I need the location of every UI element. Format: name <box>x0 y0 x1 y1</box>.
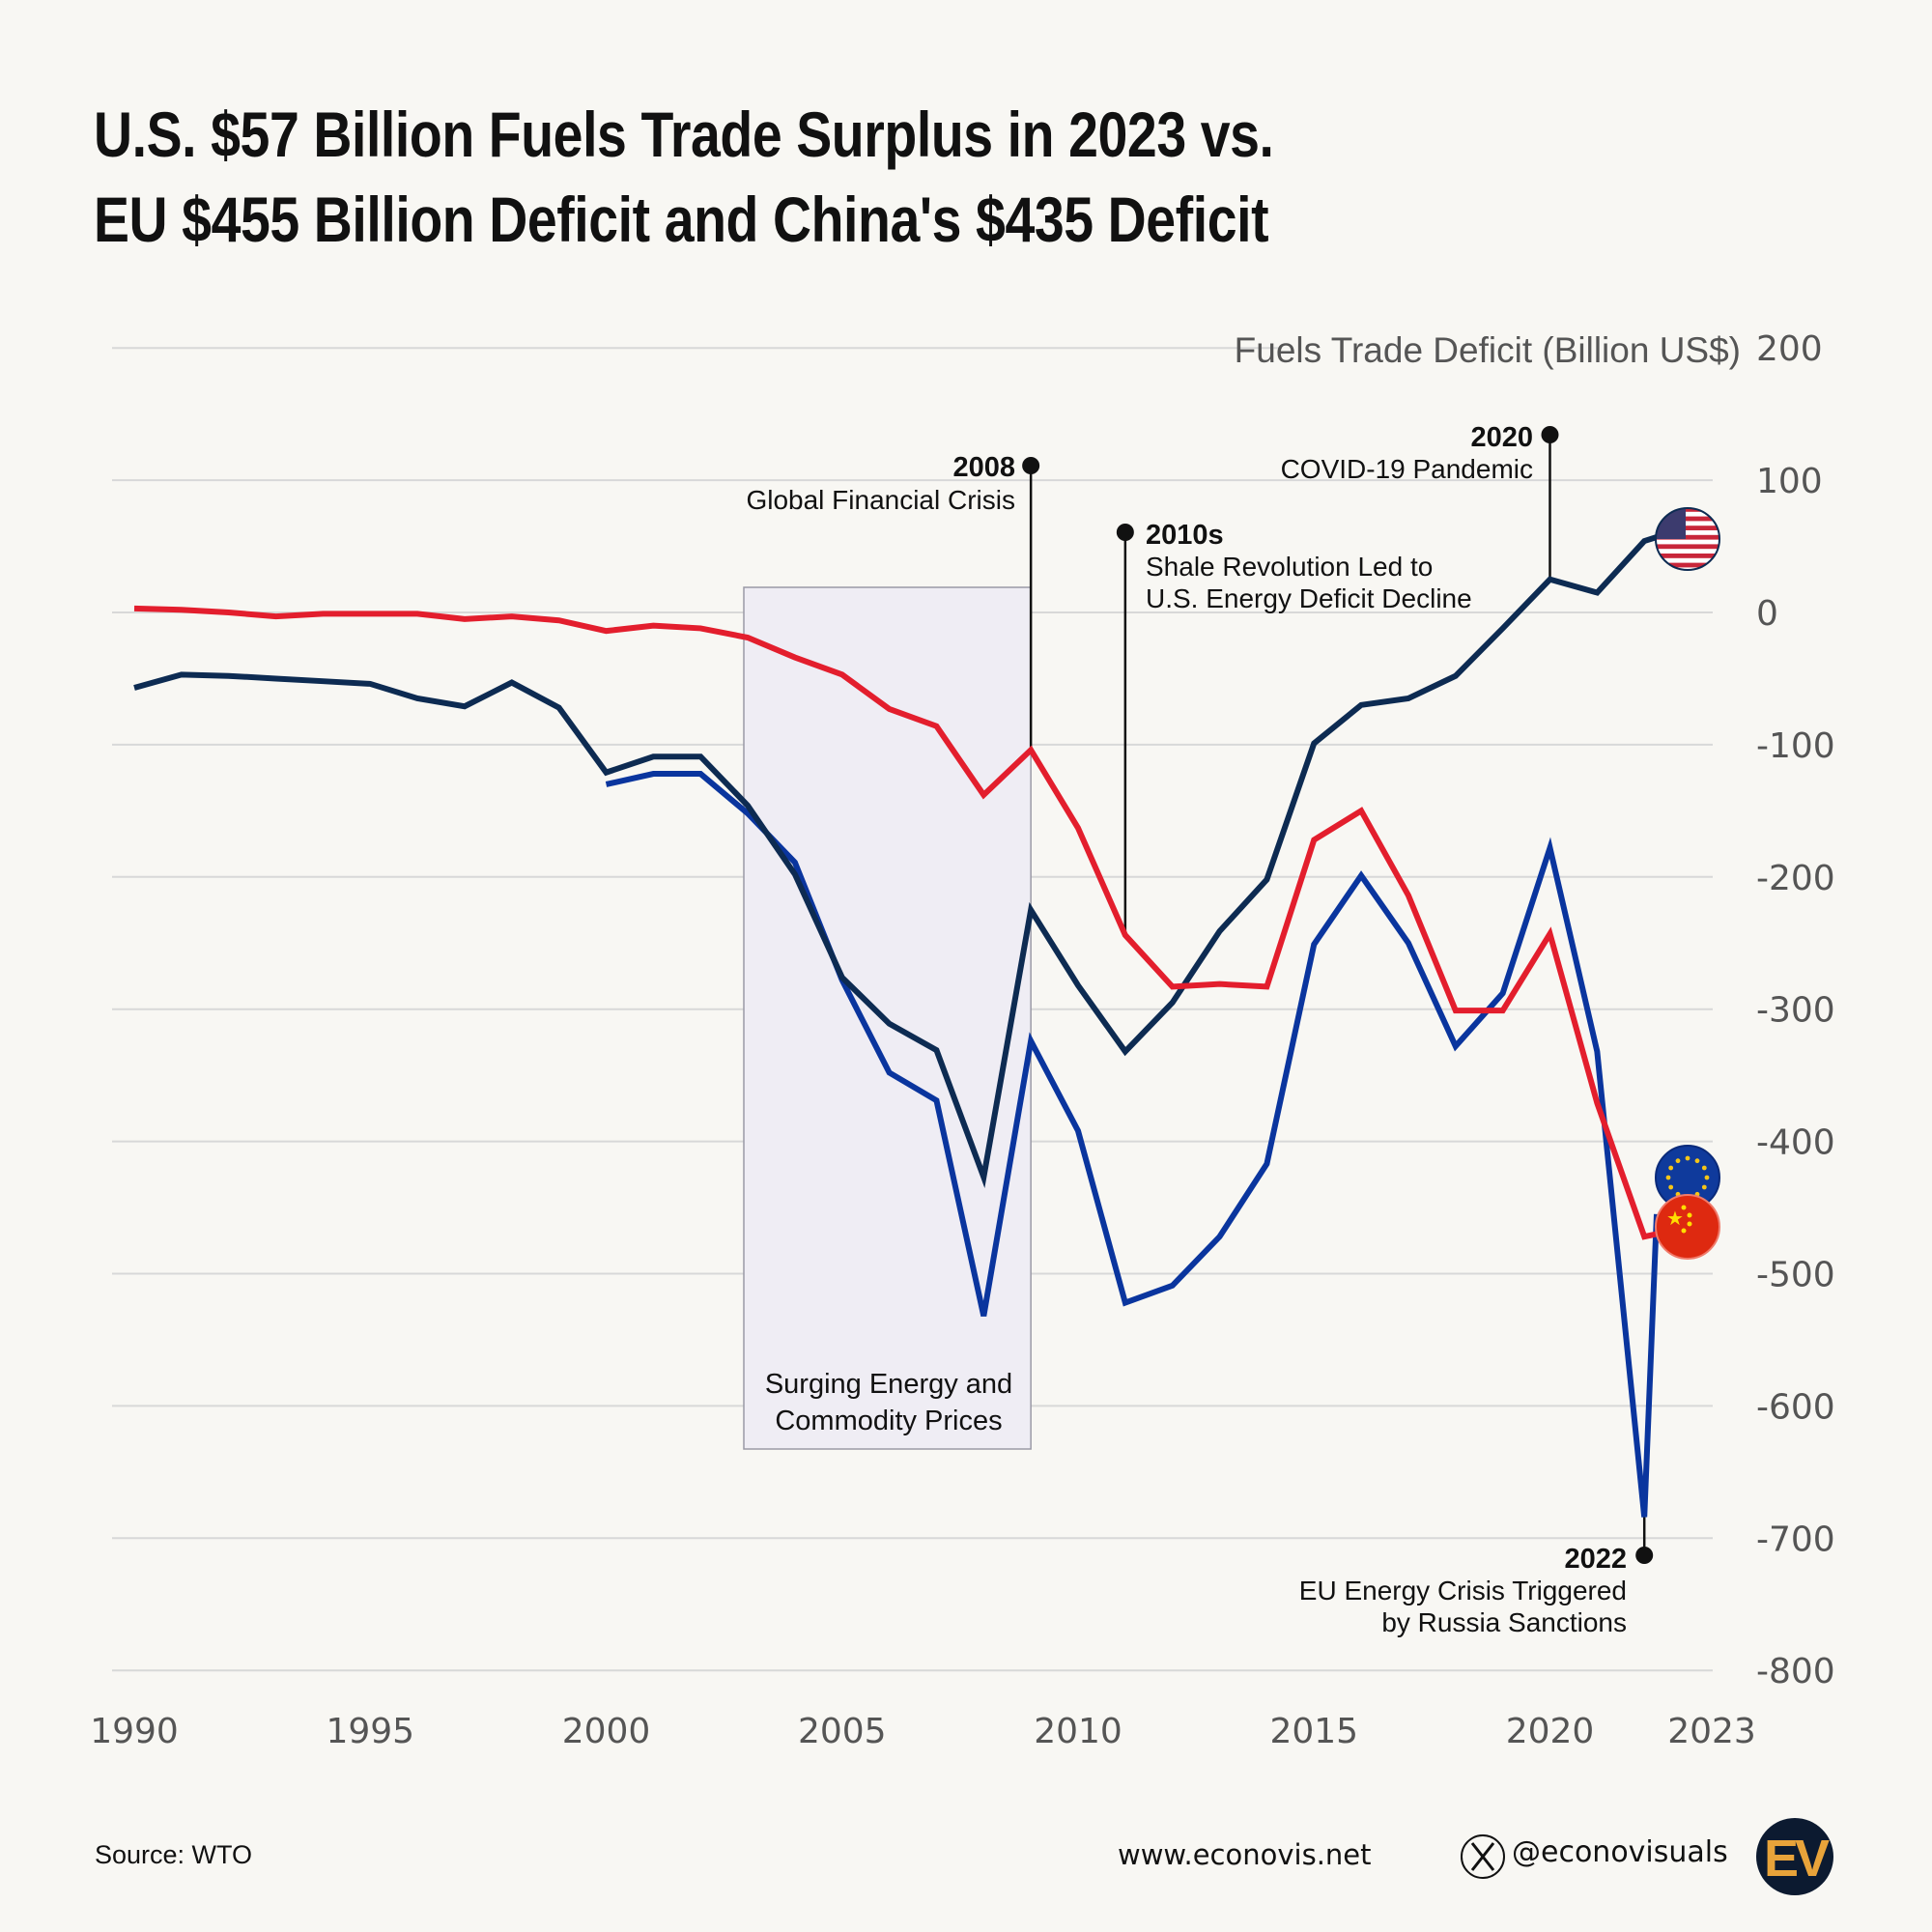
annotation-2008-year: 2008 <box>952 452 1015 483</box>
flag-stripe <box>1656 534 1719 540</box>
y-tick-label: 0 <box>1756 594 1778 634</box>
y-tick-label: 100 <box>1756 462 1823 501</box>
y-axis-title: Fuels Trade Deficit (Billion US$) <box>1235 330 1741 370</box>
website-link[interactable]: www.econovis.net <box>1118 1838 1372 1871</box>
x-tick-label: 2000 <box>562 1712 651 1751</box>
y-tick-label: -200 <box>1756 859 1835 898</box>
x-tick-label: 2020 <box>1506 1712 1595 1751</box>
y-tick-label: -800 <box>1756 1652 1835 1691</box>
shaded-period-label-2: Commodity Prices <box>775 1406 1002 1436</box>
annotation-2010s-year: 2010s <box>1146 520 1224 551</box>
y-tick-label: -500 <box>1756 1256 1835 1295</box>
flag-star <box>1665 1175 1671 1180</box>
china-flag-icon: ★ <box>1655 1194 1720 1260</box>
flag-stripe <box>1656 516 1719 522</box>
chart-title: U.S. $57 Billion Fuels Trade Surplus in … <box>94 92 1274 262</box>
x-tick-label: 1990 <box>90 1712 179 1751</box>
annotation-2022-text-2: by Russia Sanctions <box>1381 1607 1627 1637</box>
y-tick-label: -600 <box>1756 1387 1835 1427</box>
flag-star <box>1681 1228 1687 1234</box>
y-tick-label: 200 <box>1756 329 1823 369</box>
title-line-2: EU $455 Billion Deficit and China's $435… <box>94 184 1269 255</box>
flag-star <box>1687 1212 1692 1218</box>
annotation-dot <box>1116 524 1134 541</box>
flag-star <box>1675 1158 1681 1164</box>
title-line-1: U.S. $57 Billion Fuels Trade Surplus in … <box>94 99 1274 170</box>
y-tick-label: -700 <box>1756 1520 1835 1559</box>
flag-star <box>1701 1184 1707 1190</box>
annotation-2020-text: COVID-19 Pandemic <box>1281 454 1533 484</box>
us-flag-icon <box>1655 507 1720 571</box>
flag-star <box>1687 1221 1692 1227</box>
annotation-dot <box>1022 457 1040 474</box>
flag-stripe <box>1656 508 1719 512</box>
annotation-2020-year: 2020 <box>1470 422 1533 453</box>
us-series-line <box>133 534 1658 1188</box>
annotation-2010s-text-1: Shale Revolution Led to <box>1146 552 1433 582</box>
flag-star: ★ <box>1666 1208 1684 1230</box>
x-tick-label: 2010 <box>1034 1712 1122 1751</box>
flag-star <box>1668 1184 1674 1190</box>
china-series-line <box>133 605 1658 1240</box>
flag-star <box>1685 1155 1690 1161</box>
annotation-2008-text: Global Financial Crisis <box>746 485 1015 515</box>
annotation-2010s-text-2: U.S. Energy Deficit Decline <box>1146 583 1472 613</box>
flag-star <box>1694 1158 1700 1164</box>
y-tick-label: -300 <box>1756 991 1835 1031</box>
flag-stripe <box>1656 544 1719 550</box>
x-logo-icon[interactable] <box>1461 1834 1505 1879</box>
flag-border <box>1655 507 1720 571</box>
source-note: Source: WTO <box>95 1840 253 1869</box>
y-tick-label: -400 <box>1756 1123 1835 1163</box>
flag-circle <box>1655 1194 1720 1260</box>
x-tick-label: 2015 <box>1269 1712 1358 1751</box>
flag-star <box>1704 1175 1710 1180</box>
us-flag-body <box>1656 508 1719 570</box>
shaded-period-label-1: Surging Energy and <box>765 1369 1012 1400</box>
eu-series-line <box>605 771 1660 1518</box>
flag-star <box>1701 1165 1707 1171</box>
flag-star <box>1668 1165 1674 1171</box>
flag-stripe <box>1656 562 1719 568</box>
x-tick-label: 1995 <box>326 1712 414 1751</box>
x-tick-label: 2005 <box>798 1712 887 1751</box>
social-handle[interactable]: @econovisuals <box>1512 1835 1728 1869</box>
flag-stripe <box>1656 526 1719 530</box>
annotation-2022-year: 2022 <box>1564 1544 1627 1575</box>
y-tick-label: -100 <box>1756 726 1835 766</box>
logo-text: EV <box>1764 1830 1830 1888</box>
flag-stripe <box>1656 554 1719 558</box>
econovis-logo: EV <box>1756 1818 1833 1895</box>
annotation-2022-text-1: EU Energy Crisis Triggered <box>1299 1576 1627 1605</box>
annotation-dot <box>1541 426 1559 443</box>
flag-star <box>1681 1205 1687 1210</box>
x-tick-label: 2023 <box>1667 1712 1756 1751</box>
annotation-dot <box>1635 1547 1654 1564</box>
